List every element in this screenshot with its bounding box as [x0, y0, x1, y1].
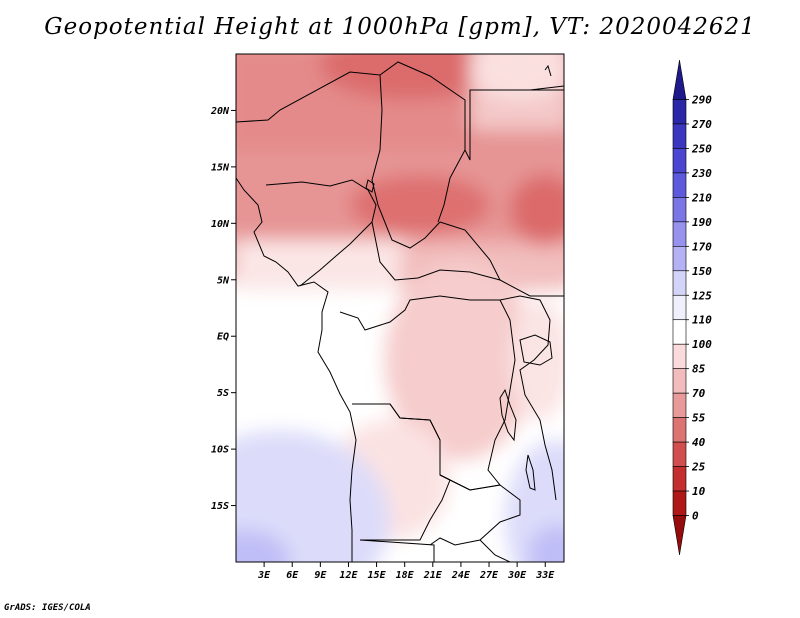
- colorbar-swatch: [672, 441, 687, 467]
- colorbar-swatch: [672, 270, 687, 296]
- lon-label: 6E: [286, 570, 299, 581]
- border-zambia: [429, 474, 521, 546]
- lat-label: 15S: [211, 501, 229, 512]
- colorbar-label: 250: [691, 142, 712, 155]
- lat-label: 10N: [211, 219, 230, 230]
- colorbar-label: 150: [692, 265, 712, 278]
- lon-label: 15E: [368, 570, 387, 581]
- border-sudan: [439, 89, 564, 297]
- lat-label: 10S: [211, 445, 229, 456]
- colorbar-label: 85: [692, 363, 706, 376]
- colorbar-swatch: [672, 59, 687, 100]
- colorbar-swatch: [672, 148, 687, 174]
- lon-label: 27E: [479, 570, 499, 581]
- border-car: [371, 221, 501, 281]
- colorbar-swatch: [672, 294, 687, 321]
- colorbar-swatch: [672, 490, 687, 516]
- colorbar-label: 25: [691, 461, 706, 474]
- grads-credit: GrADS: IGES/COLA: [4, 603, 91, 613]
- border-sahara-north: [236, 61, 466, 223]
- border-nigeria: [265, 179, 377, 287]
- colorbar-swatch: [672, 417, 687, 443]
- colorbar-swatch: [672, 319, 687, 345]
- colorbar-swatch: [672, 221, 687, 247]
- colorbar-label: 290: [691, 93, 712, 106]
- longitude-axis: 3E 6E 9E 12E 15E 18E 21E 24E 27E 30E 33E: [257, 562, 555, 581]
- colorbar-swatch: [672, 392, 687, 418]
- colorbar-label: 40: [692, 436, 706, 449]
- lon-label: 18E: [396, 570, 415, 581]
- colorbar-swatch: [672, 123, 687, 149]
- border-east-africa: [499, 295, 557, 501]
- border-south: [359, 539, 511, 562]
- colorbar-label: 170: [692, 240, 712, 253]
- map-frame: [235, 53, 565, 563]
- height-field-shading: [236, 54, 564, 562]
- lat-label: 20N: [210, 106, 230, 117]
- colorbar-swatch: [672, 466, 687, 492]
- colorbar-swatch: [672, 99, 687, 125]
- lon-label: 24E: [451, 570, 471, 581]
- colorbar: 2902702502302101901701501251101008570554…: [672, 59, 712, 556]
- lake-tanganyika: [499, 388, 517, 442]
- lon-label: 30E: [507, 570, 527, 581]
- coast-east: [529, 64, 564, 91]
- colorbar-label: 110: [692, 314, 712, 327]
- border-chad: [371, 74, 441, 249]
- lake-malawi: [525, 454, 536, 491]
- lon-label: 12E: [339, 570, 358, 581]
- coastline-west-africa: [236, 177, 357, 562]
- lon-label: 33E: [535, 570, 555, 581]
- colorbar-label: 10: [692, 485, 706, 498]
- lon-label: 21E: [423, 570, 443, 581]
- colorbar-label: 210: [691, 191, 712, 204]
- colorbar-label: 55: [692, 412, 706, 425]
- country-borders: [236, 61, 564, 562]
- lon-label: 3E: [257, 570, 271, 581]
- map-title: Geopotential Height at 1000hPa [gpm], VT…: [44, 14, 756, 40]
- colorbar-label: 190: [692, 216, 712, 229]
- colorbar-swatch: [672, 515, 687, 556]
- colorbar-swatch: [672, 368, 687, 394]
- lat-label: 5N: [217, 275, 230, 286]
- colorbar-swatch: [672, 343, 687, 369]
- colorbar-swatch: [672, 246, 687, 272]
- colorbar-label: 100: [692, 338, 712, 351]
- lake-chad: [365, 179, 375, 193]
- lake-victoria: [519, 334, 553, 366]
- colorbar-label: 70: [692, 387, 706, 400]
- colorbar-swatch: [672, 197, 687, 223]
- lon-label: 9E: [314, 570, 327, 581]
- colorbar-label: 230: [691, 167, 712, 180]
- colorbar-label: 270: [691, 118, 712, 131]
- lat-label: EQ: [217, 332, 229, 343]
- latitude-axis: 20N 15N 10N 5N EQ 5S 10S 15S: [210, 106, 236, 512]
- colorbar-swatch: [672, 172, 687, 198]
- colorbar-label: 0: [692, 510, 699, 523]
- lat-label: 15N: [211, 162, 230, 173]
- colorbar-label: 125: [692, 289, 712, 302]
- lat-label: 5S: [217, 388, 229, 399]
